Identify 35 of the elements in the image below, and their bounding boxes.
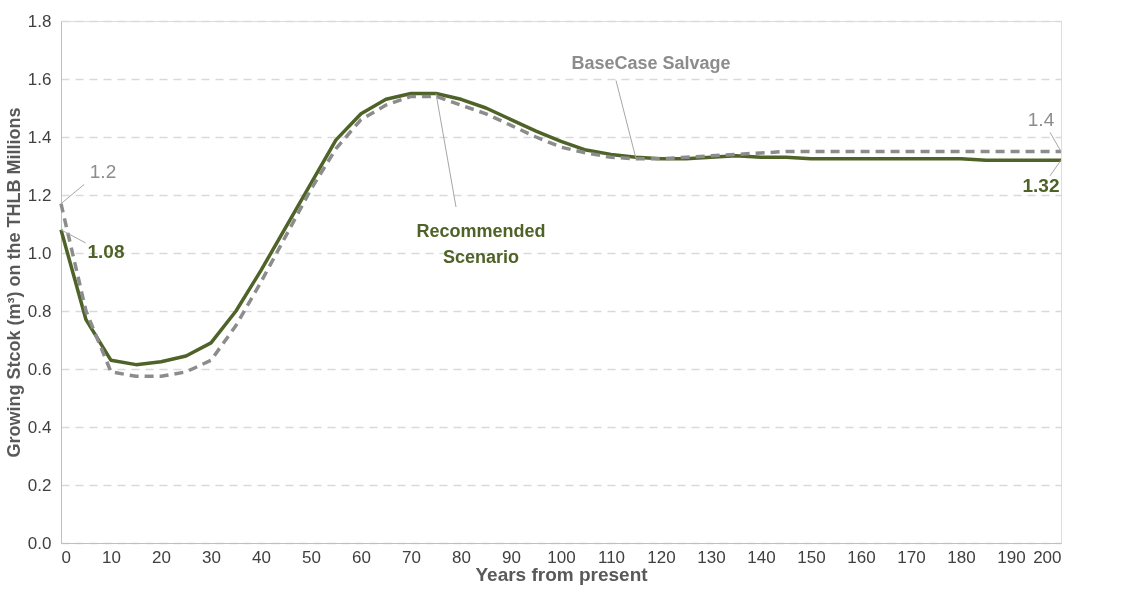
y-axis-title: Growing Stcok (m³) on the THLB Millions [3,107,24,458]
x-tick-label: 130 [697,547,726,567]
x-tick-label: 120 [647,547,676,567]
x-tick-label: 180 [947,547,976,567]
x-tick-label: 60 [352,547,371,567]
data-label: 1.32 [1022,175,1060,197]
x-tick-label: 80 [452,547,471,567]
x-tick-label: 10 [102,547,121,567]
x-tick-label: 30 [202,547,221,567]
y-tick-label: 0.0 [27,533,52,553]
x-tick-label: 150 [797,547,826,567]
y-tick-label: 1.0 [27,243,52,263]
x-tick-label: 160 [847,547,876,567]
text: Recommended Scenario [416,220,546,267]
y-tick-label: 1.4 [27,127,52,147]
y-tick-label: 0.6 [27,359,52,379]
y-tick-label: 0.4 [27,417,52,437]
x-tick-label: 70 [402,547,421,567]
x-tick-label: 0 [61,547,71,567]
x-tick-label: 190 [997,547,1026,567]
y-tick-label: 0.8 [27,301,52,321]
y-tick-label: 1.6 [27,69,52,89]
x-tick-label: 140 [747,547,776,567]
data-label: 1.08 [87,240,125,262]
x-tick-label: 170 [897,547,926,567]
x-tick-label: 20 [152,547,171,567]
text: BaseCase Salvage [571,52,731,73]
data-label: 1.4 [1027,108,1055,130]
x-tick-label: 50 [302,547,321,567]
y-tick-label: 1.2 [27,185,52,205]
data-label: 1.2 [89,160,117,182]
y-tick-label: 0.2 [27,475,52,495]
x-tick-label: 200 [1033,547,1062,567]
x-tick-label: 40 [252,547,271,567]
y-tick-label: 1.8 [27,11,52,31]
